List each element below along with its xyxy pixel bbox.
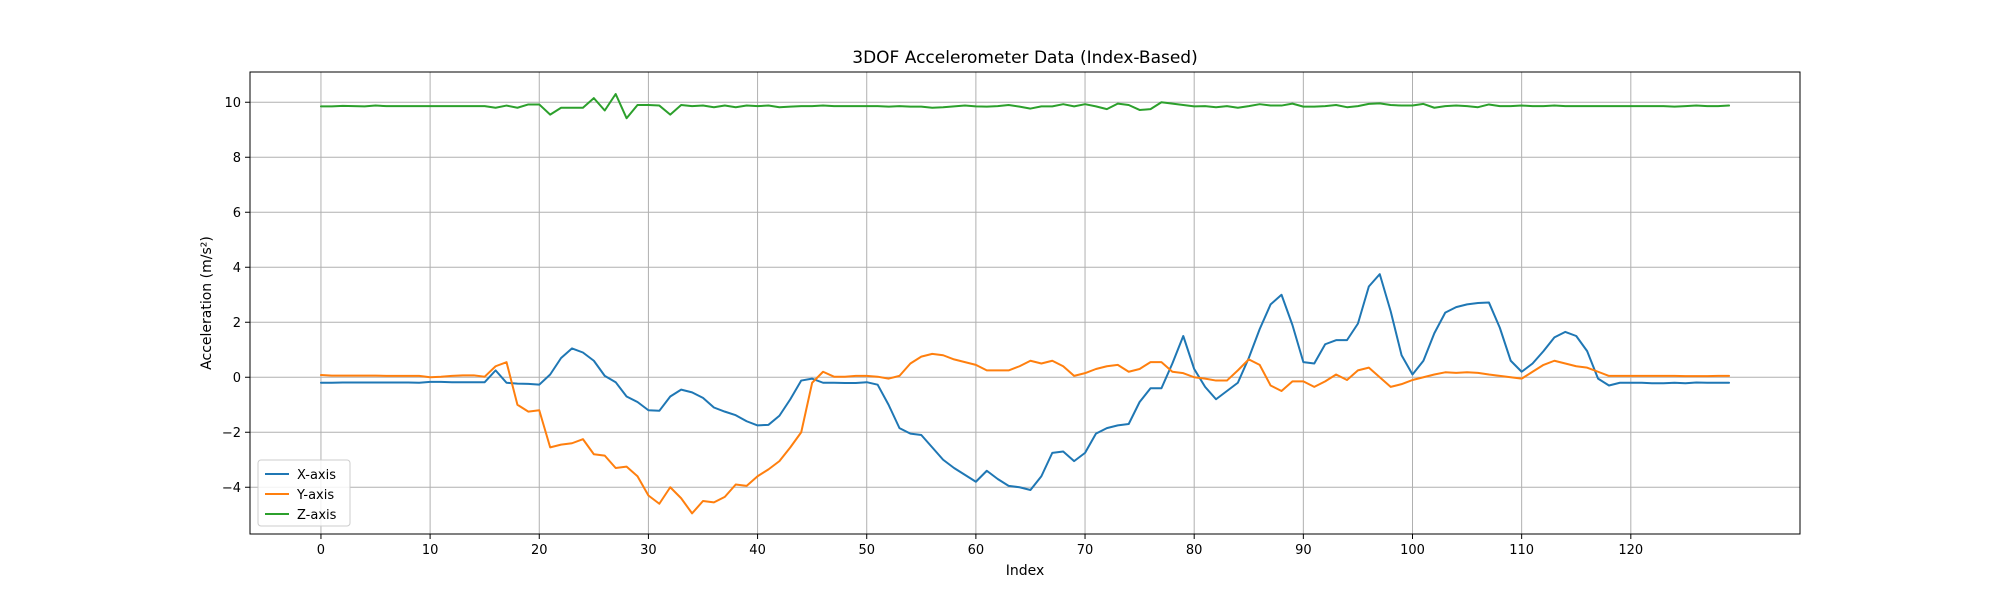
y-tick-label: 6 xyxy=(233,206,241,221)
x-tick-label: 50 xyxy=(858,543,875,558)
y-tick-label: 4 xyxy=(233,261,241,276)
series-line-x-axis xyxy=(319,273,1731,491)
series-line-y-axis xyxy=(319,352,1731,515)
x-axis-label: Index xyxy=(1006,563,1045,579)
y-tick-label: 8 xyxy=(233,151,241,166)
x-axis-ticks: 0 10 20 30 40 50 60 70 80 90 100 110 120 xyxy=(317,534,1643,558)
y-axis-label: Acceleration (m/s²) xyxy=(199,236,215,370)
legend-label-x-axis: X-axis xyxy=(297,468,336,483)
series-line-z-axis xyxy=(319,93,1731,120)
x-tick-label: 80 xyxy=(1186,543,1203,558)
plot-frame xyxy=(249,71,1801,535)
x-tick-label: 10 xyxy=(422,543,439,558)
y-tick-label: 10 xyxy=(224,96,241,111)
grid-lines xyxy=(250,72,1800,534)
x-tick-label: 110 xyxy=(1509,543,1534,558)
x-tick-label: 20 xyxy=(531,543,548,558)
legend-box xyxy=(257,459,351,527)
x-tick-label: 70 xyxy=(1077,543,1094,558)
x-tick-label: 60 xyxy=(968,543,985,558)
y-tick-label: −4 xyxy=(222,481,241,496)
x-tick-label: 120 xyxy=(1618,543,1643,558)
y-tick-label: 0 xyxy=(233,371,241,386)
y-tick-label: −2 xyxy=(222,426,241,441)
x-tick-label: 90 xyxy=(1295,543,1312,558)
y-tick-label: 2 xyxy=(233,316,241,331)
x-tick-label: 0 xyxy=(317,543,325,558)
legend: X-axis Y-axis Z-axis xyxy=(257,459,351,527)
legend-label-y-axis: Y-axis xyxy=(296,488,334,503)
x-tick-label: 40 xyxy=(749,543,766,558)
legend-label-z-axis: Z-axis xyxy=(297,508,337,523)
y-axis-ticks: −4 −2 0 2 4 6 8 10 xyxy=(222,96,250,496)
x-tick-label: 100 xyxy=(1400,543,1425,558)
series-lines xyxy=(319,93,1731,515)
chart-title: 3DOF Accelerometer Data (Index-Based) xyxy=(852,48,1197,68)
x-tick-label: 30 xyxy=(640,543,657,558)
